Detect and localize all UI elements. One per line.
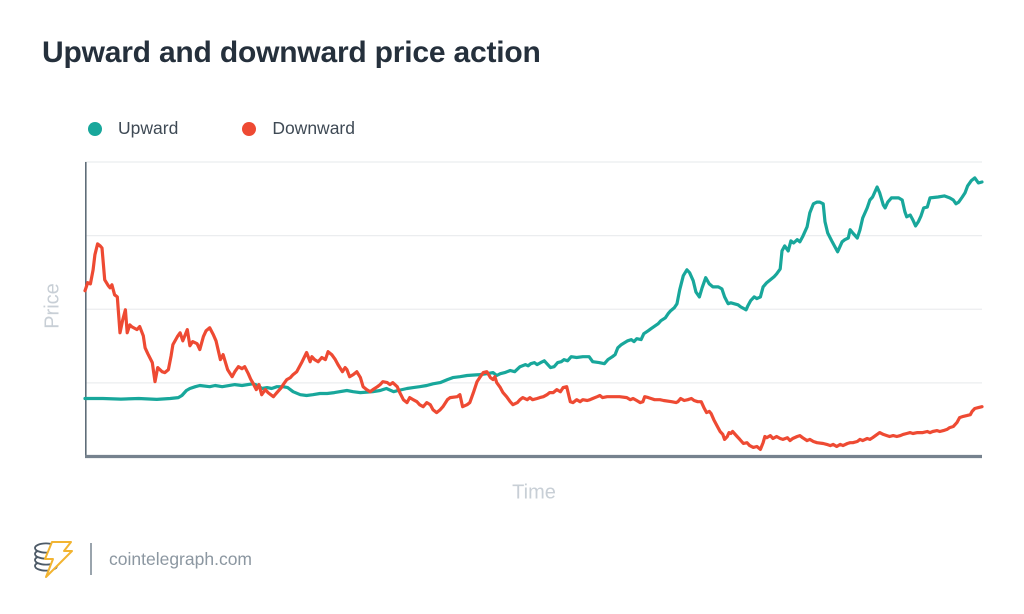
- series-line-upward: [83, 176, 984, 401]
- y-axis-label: Price: [41, 283, 64, 329]
- legend-label-upward: Upward: [118, 118, 179, 138]
- footer: cointelegraph.com: [32, 538, 252, 580]
- chart-title: Upward and downward price action: [42, 36, 541, 69]
- chart-legend: Upward Downward: [88, 118, 419, 139]
- downward-dot-icon: [242, 121, 257, 136]
- legend-item-upward: Upward: [88, 118, 178, 139]
- cointelegraph-logo-icon: [34, 541, 73, 578]
- legend-item-downward: Downward: [242, 118, 355, 139]
- footer-divider: [90, 543, 92, 575]
- upward-dot-icon: [88, 121, 102, 136]
- legend-label-downward: Downward: [272, 118, 355, 138]
- x-axis-label: Time: [512, 481, 556, 504]
- series-line-downward: [83, 242, 984, 451]
- source-link[interactable]: cointelegraph.com: [109, 548, 252, 569]
